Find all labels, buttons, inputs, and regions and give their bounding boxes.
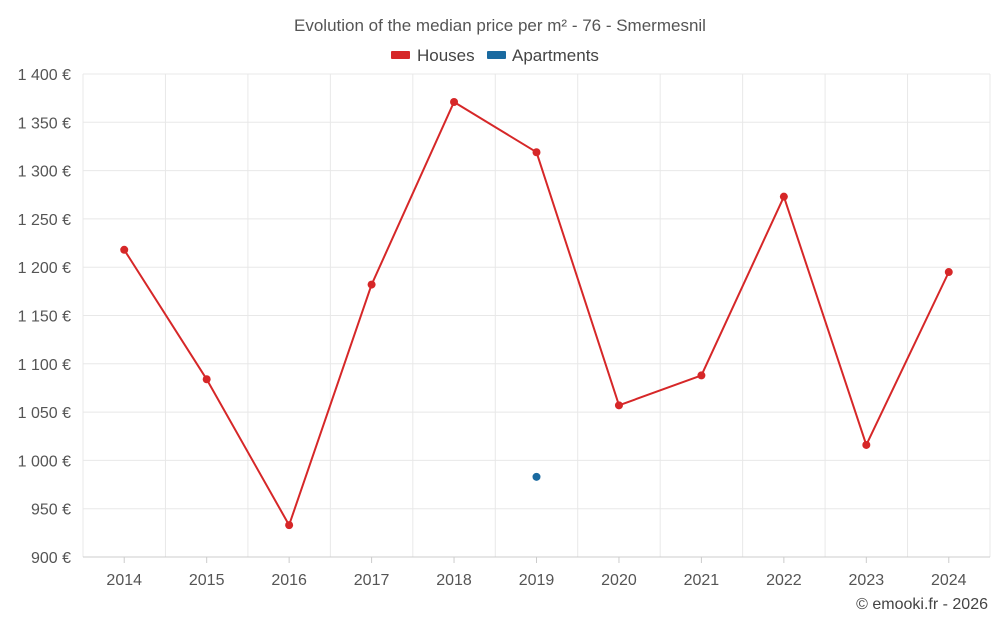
y-tick-label: 1 350 € [18,115,71,132]
y-tick-label: 900 € [31,550,71,567]
x-tick-label: 2019 [519,572,555,589]
grid [82,73,991,558]
x-tick-label: 2018 [436,572,472,589]
data-point-houses-2022[interactable] [779,192,788,201]
data-point-houses-2015[interactable] [202,375,211,384]
data-point-houses-2020[interactable] [614,401,623,410]
data-point-houses-2019[interactable] [532,148,541,157]
legend-item-apartments[interactable]: Apartments [487,46,599,65]
x-tick-label: 2017 [354,572,390,589]
x-tick-label: 2020 [601,572,637,589]
legend-item-houses[interactable]: Houses [391,46,475,65]
data-point-apartments-2019[interactable] [532,472,541,481]
series [120,98,953,530]
legend-label-apartments: Apartments [512,46,599,65]
x-tick-label: 2024 [931,572,967,589]
y-tick-label: 1 150 € [18,309,71,326]
x-tick-label: 2021 [684,572,720,589]
legend-label-houses: Houses [417,46,475,65]
y-tick-label: 1 250 € [18,212,71,229]
data-point-houses-2018[interactable] [450,98,459,107]
y-tick-label: 950 € [31,502,71,519]
legend: Houses Apartments [391,46,599,65]
data-point-houses-2024[interactable] [944,268,953,277]
x-tick-label: 2023 [849,572,885,589]
data-point-houses-2023[interactable] [862,440,871,449]
legend-swatch-apartments [487,51,506,59]
y-tick-label: 1 400 € [18,67,71,84]
legend-swatch-houses [391,51,410,59]
data-point-houses-2014[interactable] [120,245,129,254]
x-tick-label: 2015 [189,572,225,589]
data-point-houses-2021[interactable] [697,371,706,380]
chart-title: Evolution of the median price per m² - 7… [294,16,706,35]
x-tick-label: 2014 [106,572,142,589]
data-point-houses-2016[interactable] [285,521,294,530]
y-tick-label: 1 100 € [18,357,71,374]
y-tick-label: 1 050 € [18,405,71,422]
y-tick-label: 1 300 € [18,164,71,181]
axes: 900 € 950 € 1 000 € 1 050 € 1 100 € 1 150 € 1 … [18,67,990,589]
data-point-houses-2017[interactable] [367,280,376,289]
x-tick-label: 2022 [766,572,802,589]
credit-text: © emooki.fr - 2026 [856,596,988,613]
y-tick-label: 1 200 € [18,260,71,277]
x-tick-label: 2016 [271,572,307,589]
y-tick-label: 1 000 € [18,453,71,470]
